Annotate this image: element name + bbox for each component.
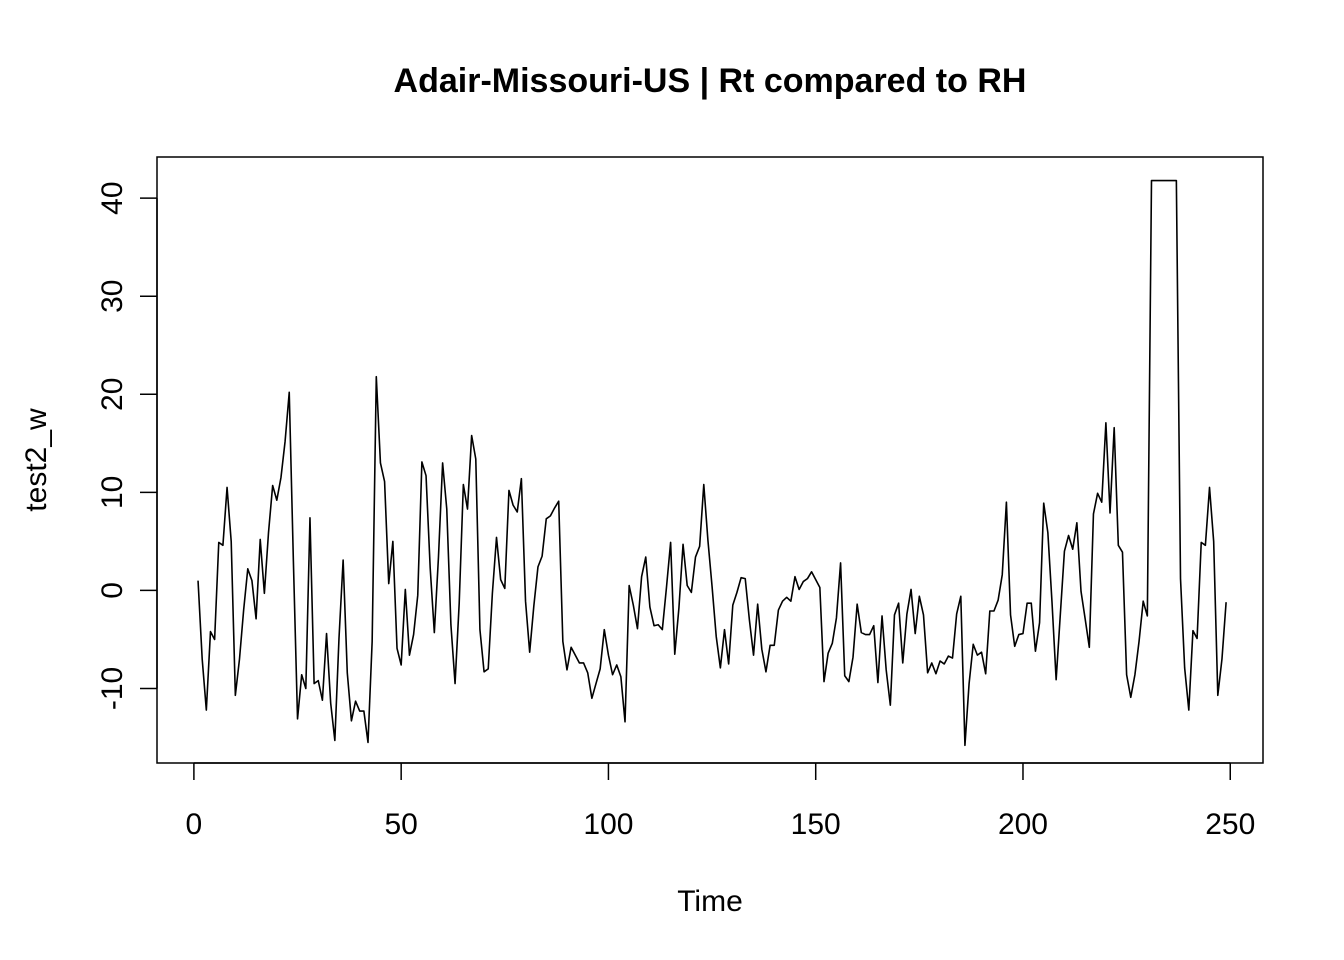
y-axis-title: test2_w bbox=[20, 408, 53, 512]
x-tick-label: 50 bbox=[384, 808, 417, 841]
y-axis: -10 0 10 20 30 40 bbox=[96, 181, 158, 710]
y-tick-label: 20 bbox=[96, 378, 129, 411]
y-tick-label: 40 bbox=[96, 181, 129, 214]
x-tick-label: 200 bbox=[998, 808, 1048, 841]
x-tick-label: 0 bbox=[186, 808, 203, 841]
x-tick-label: 250 bbox=[1205, 808, 1255, 841]
chart-title: Adair-Missouri-US | Rt compared to RH bbox=[394, 62, 1027, 100]
y-tick-label: 0 bbox=[96, 582, 129, 599]
y-tick-label: -10 bbox=[96, 667, 129, 710]
series-line bbox=[197, 179, 1227, 747]
x-axis: 0 50 100 150 200 250 bbox=[186, 762, 1255, 841]
y-tick-label: 30 bbox=[96, 280, 129, 313]
x-tick-label: 100 bbox=[583, 808, 633, 841]
plot-frame bbox=[156, 156, 1264, 764]
series-layer bbox=[197, 179, 1227, 747]
y-tick-label: 10 bbox=[96, 476, 129, 509]
x-tick-label: 150 bbox=[791, 808, 841, 841]
x-axis-title: Time bbox=[677, 885, 743, 918]
